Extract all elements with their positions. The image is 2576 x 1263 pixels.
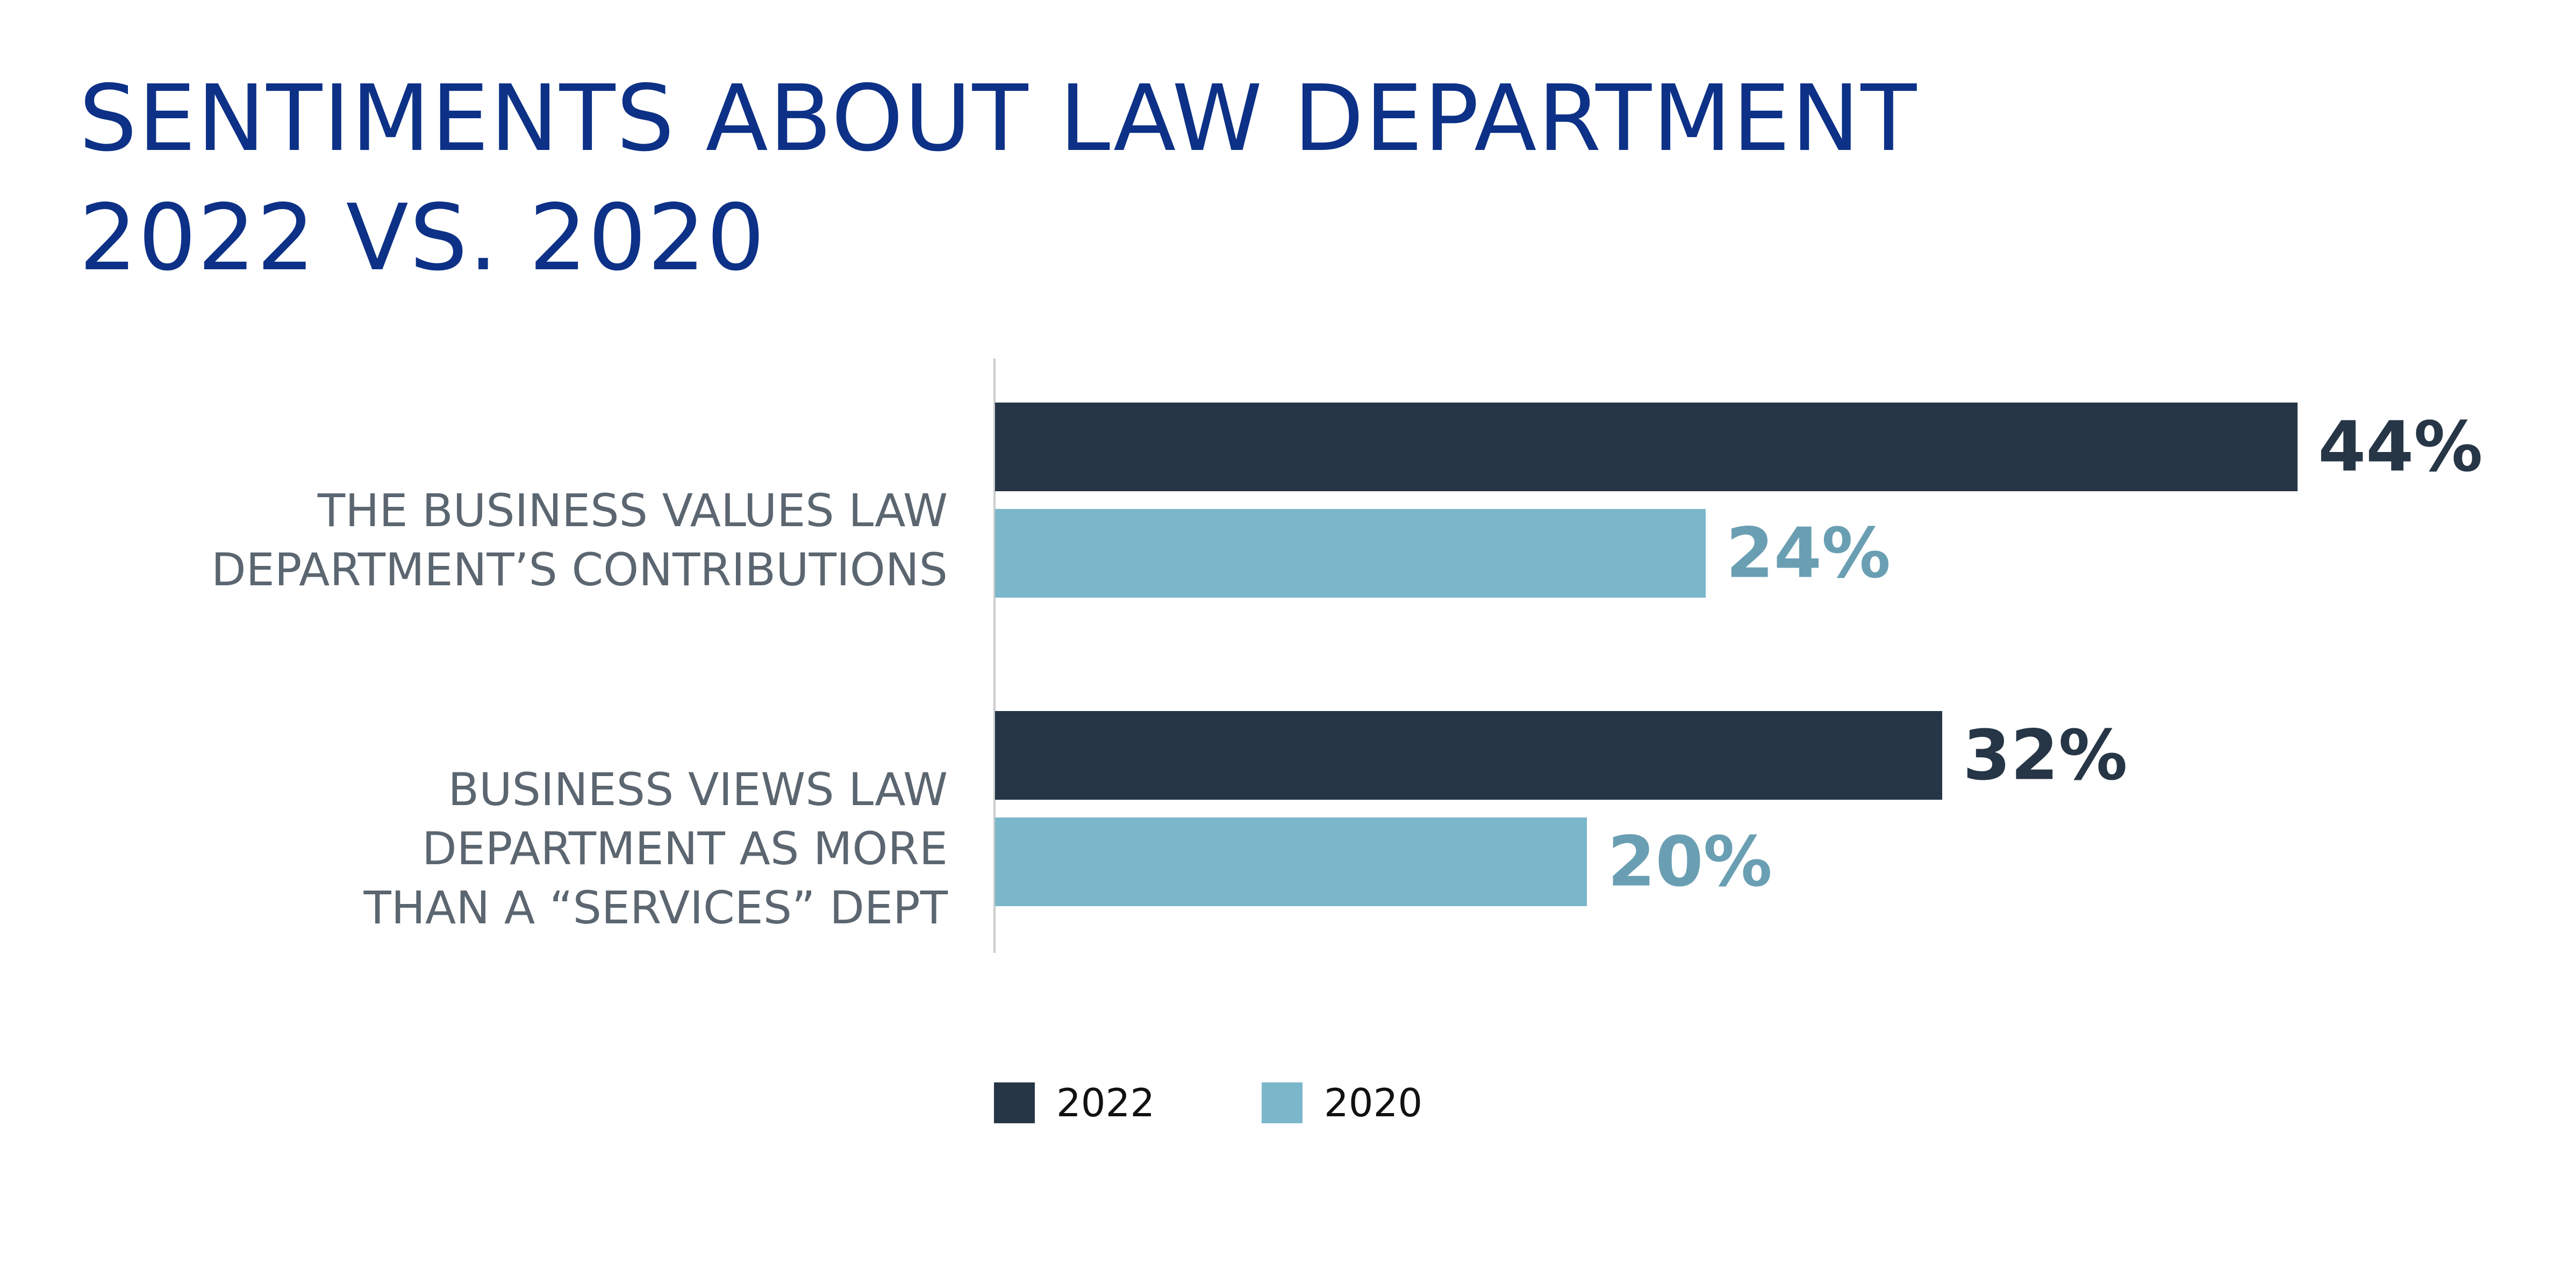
legend-swatch [994,1082,1035,1123]
axis-line [993,358,996,953]
legend-label: 2022 [1056,1080,1155,1125]
value-label: 20% [1607,822,1772,902]
category-label: THE BUSINESS VALUES LAW DEPARTMENT’S CON… [211,484,948,596]
bar [995,711,1943,800]
value-label: 32% [1963,715,2128,795]
legend-label: 2020 [1324,1080,1423,1125]
legend-swatch [1262,1082,1303,1123]
chart-title: SENTIMENTS ABOUT LAW DEPARTMENT 2022 VS.… [79,66,1918,291]
value-label: 44% [2318,407,2483,487]
bar [995,403,2298,491]
bar [995,817,1587,906]
bar [995,509,1706,598]
value-label: 24% [1726,513,1891,593]
category-label: BUSINESS VIEWS LAW DEPARTMENT AS MORE TH… [363,763,948,934]
